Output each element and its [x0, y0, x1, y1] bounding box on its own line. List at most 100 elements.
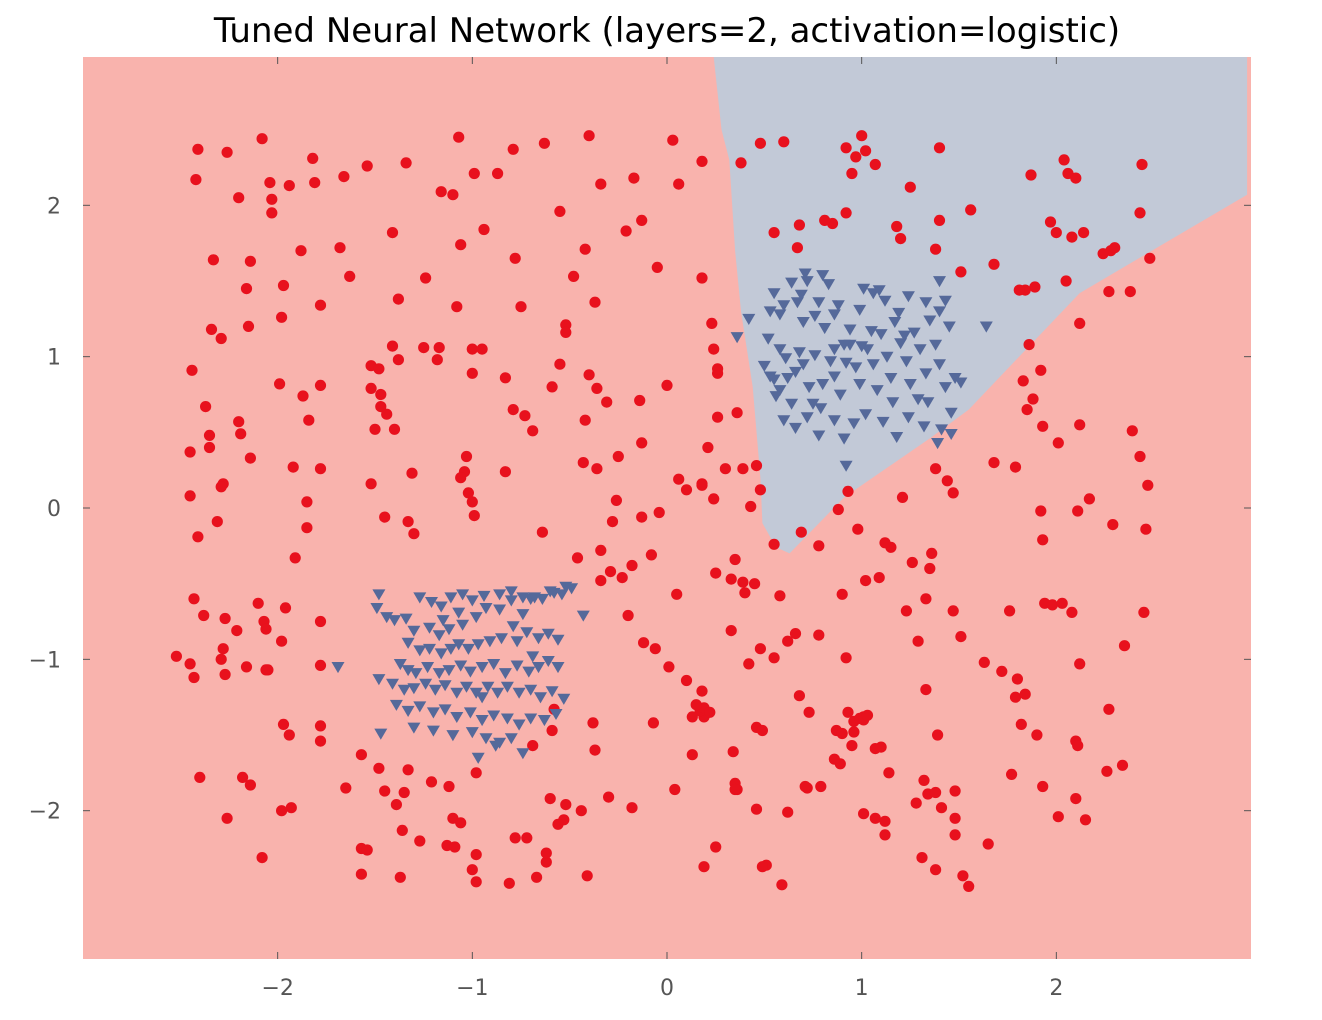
scatter-point-circle [244, 255, 256, 267]
scatter-point-circle [1037, 780, 1049, 793]
scatter-point-triangle [931, 438, 945, 450]
scatter-point-circle [815, 780, 827, 793]
scatter-point-circle [527, 740, 539, 752]
scatter-point-triangle [876, 416, 890, 428]
scatter-point-circle [184, 490, 196, 502]
scatter-point-circle [554, 358, 566, 370]
scatter-point-circle [686, 711, 698, 723]
scatter-point-triangle [789, 366, 802, 378]
scatter-point-triangle [576, 610, 590, 622]
scatter-point-circle [941, 475, 953, 487]
scatter-point-triangle [843, 324, 857, 336]
scatter-point-triangle [500, 713, 514, 725]
scatter-point-triangle [450, 687, 464, 699]
scatter-point-circle [603, 791, 615, 803]
scatter-point-circle [918, 774, 930, 787]
scatter-point-triangle [899, 356, 913, 368]
scatter-point-circle [750, 803, 763, 815]
scatter-point-circle [846, 167, 858, 180]
scatter-point-circle [1006, 768, 1018, 781]
scatter-point-triangle [847, 418, 861, 430]
scatter-point-circle [848, 726, 860, 738]
scatter-point-triangle [777, 415, 791, 427]
scatter-point-triangle [493, 604, 507, 616]
scatter-point-circle [626, 559, 638, 572]
x-tick-label: 1 [855, 976, 869, 1001]
scatter-point-circle [1103, 286, 1115, 298]
scatter-point-circle [233, 416, 245, 428]
scatter-point-circle [460, 450, 473, 463]
scatter-point-circle [949, 785, 961, 797]
scatter-point-circle [988, 457, 1000, 469]
scatter-point-circle [930, 463, 942, 475]
scatter-point-circle [996, 665, 1008, 678]
scatter-point-circle [203, 441, 216, 454]
scatter-point-triangle [454, 660, 468, 672]
scatter-point-circle [604, 566, 617, 578]
scatter-point-circle [842, 485, 854, 497]
scatter-point-circle [1118, 640, 1131, 652]
scatter-point-triangle [827, 309, 841, 321]
scatter-point-circle [1066, 231, 1078, 243]
scatter-point-triangle [789, 422, 802, 434]
scatter-point-circle [873, 572, 885, 584]
scatter-point-circle [194, 771, 206, 784]
scatter-point-circle [729, 783, 741, 796]
scatter-point-circle [266, 193, 278, 205]
scatter-point-circle [468, 167, 480, 180]
scatter-point-circle [414, 835, 426, 847]
scatter-point-triangle [461, 643, 475, 655]
scatter-point-circle [231, 625, 243, 637]
scatter-point-circle [875, 741, 887, 753]
scatter-point-triangle [917, 421, 931, 433]
scatter-point-circle [579, 414, 591, 426]
scatter-point-circle [774, 590, 786, 602]
scatter-point-circle [211, 516, 223, 528]
scatter-point-triangle [426, 725, 440, 737]
scatter-point-circle [1004, 605, 1016, 617]
scatter-point-circle [200, 401, 212, 413]
scatter-point-circle [402, 516, 414, 528]
scatter-point-circle [301, 496, 313, 508]
scatter-point-circle [710, 567, 722, 579]
scatter-point-circle [793, 219, 806, 231]
scatter-point-circle [420, 272, 432, 284]
scatter-point-triangle [763, 371, 777, 383]
scatter-point-triangle [769, 391, 783, 403]
scatter-point-circle [277, 279, 290, 292]
scatter-point-circle [314, 615, 327, 628]
scatter-point-circle [507, 143, 519, 155]
scatter-point-circle [891, 220, 903, 233]
scatter-point-circle [737, 463, 749, 475]
scatter-point-triangle [512, 719, 526, 731]
scatter-point-circle [355, 868, 367, 880]
scatter-point-circle [1009, 691, 1022, 703]
scatter-point-circle [636, 511, 648, 523]
scatter-point-triangle [545, 686, 559, 698]
scatter-point-circle [1074, 317, 1086, 329]
scatter-point-triangle [839, 460, 853, 472]
scatter-point-circle [519, 410, 531, 422]
scatter-point-triangle [452, 607, 466, 619]
scatter-point-circle [725, 573, 737, 585]
scatter-point-circle [1097, 248, 1109, 260]
scatter-point-triangle [534, 692, 547, 704]
scatter-point-triangle [839, 357, 853, 369]
scatter-point-circle [476, 343, 488, 355]
scatter-point-circle [221, 146, 233, 158]
scatter-point-triangle [938, 295, 952, 307]
scatter-point-triangle [938, 382, 952, 394]
scatter-point-circle [667, 134, 679, 146]
scatter-point-circle [1060, 275, 1072, 287]
scatter-point-circle [756, 861, 769, 873]
scatter-point-triangle [919, 297, 933, 309]
scatter-point-circle [466, 864, 478, 876]
scatter-point-circle [381, 408, 393, 420]
scatter-point-circle [645, 549, 658, 561]
scatter-point-circle [768, 538, 780, 550]
scatter-point-circle [1074, 419, 1086, 431]
scatter-point-circle [737, 576, 749, 588]
scatter-point-circle [418, 342, 430, 354]
scatter-point-circle [649, 643, 661, 655]
scatter-point-triangle [827, 415, 841, 427]
